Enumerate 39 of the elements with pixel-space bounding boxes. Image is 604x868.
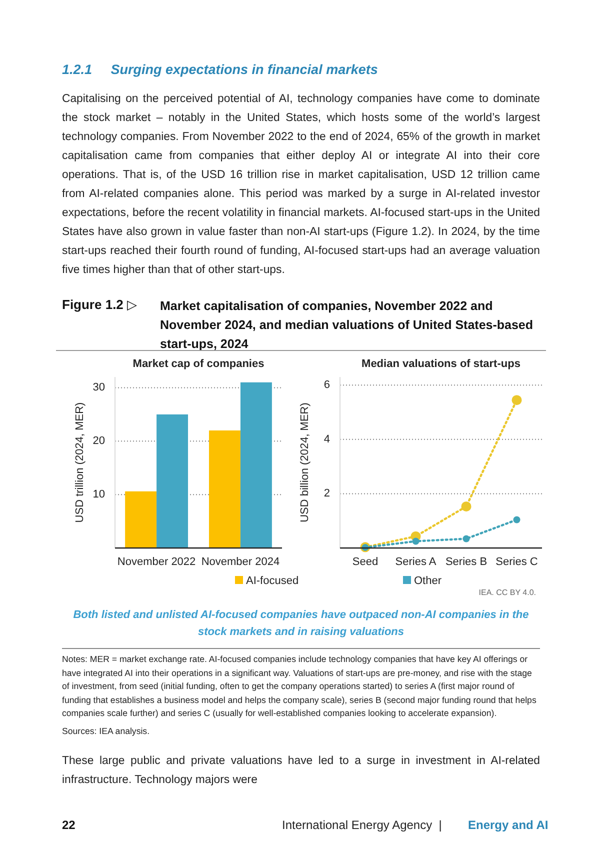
bar	[240, 382, 272, 548]
text: 1.2.1 Surging expectations in financial markets	[62, 62, 379, 77]
bar	[208, 430, 240, 548]
text: Both listed and unlisted AI-focused companies have outpaced non-AI companies in the stock markets and in raising valuations	[72, 608, 530, 640]
x-tick-label: Seed	[352, 556, 378, 568]
point	[462, 535, 470, 542]
y-axis-title: USD billion (2024, MER)	[299, 402, 311, 522]
y-tick-label: 20	[92, 435, 105, 448]
text: 22	[62, 818, 76, 832]
x-tick-label: November 2022	[117, 556, 196, 568]
text: Notes: MER = market exchange rate. AI-focused companies include technology companies that have key AI offerings or have integrated AI into their operations in a significant way. Valuations of start-ups are pre-money, and rise with the stage of investment, from seed (initial funding, often to get the company operations started) to series A (first major round of funding that establishes a business model and helps the company scale), series B (second major funding round that helps companies scale further) and series C (usually for well-established companies looking to accelerate expansion).	[62, 653, 538, 720]
text: These large public and private valuations have led to a surge in investment in AI-related infrastructure. Technology majors were	[62, 754, 540, 788]
y-tick-label: 4	[324, 433, 330, 446]
legend-label: AI-focused	[246, 575, 299, 587]
text: Energy and AI	[468, 818, 548, 832]
text: Capitalising on the perceived potential of AI, technology companies have come to dominate the stock market – notably in the United States, which hosts some of the world’s largest technology companies. From November 2022 to the end of 2024, 65% of the growth in market capitalisation came from companies that either deploy AI or integrate AI into their core operations. That is, of the USD 16 trillion rise in market capitalisation, USD 12 trillion came from AI-related companies alone. This period was marked by a surge in AI-related investor expectations, before the recent volatility in financial markets. AI-focused start-ups in the United States have also grown in value faster than non-AI start-ups (Figure 1.2). In 2024, by the time start-ups reached their fourth round of funding, AI-focused start-ups had an average valuation five times higher than that of other start-ups.	[62, 93, 540, 276]
x-tick-label: Series C	[496, 556, 538, 568]
bar	[125, 491, 157, 548]
text: Market capitalisation of companies, November 2022 and November 2024, and median valuations of United States-based start-ups, 2024	[160, 298, 534, 353]
x-tick-label: November 2024	[201, 556, 280, 568]
point	[513, 516, 520, 524]
text: IEA. CC BY 4.0.	[478, 588, 536, 597]
point	[512, 395, 522, 406]
point	[461, 501, 472, 512]
point	[412, 538, 420, 545]
bar	[156, 414, 188, 548]
source-note: Sources: IEA analysis.	[62, 724, 151, 738]
legend-label: Other	[414, 575, 442, 587]
y-tick-label: 6	[324, 379, 330, 392]
text: International Energy Agency |	[282, 818, 442, 832]
chart-title: Median valuations of start-ups	[362, 358, 520, 370]
y-tick-label: 10	[92, 488, 105, 501]
x-tick-label: Series B	[445, 556, 488, 568]
chart-title: Market cap of companies	[132, 358, 264, 370]
x-tick-label: Series A	[395, 556, 437, 568]
y-tick-label: 30	[92, 382, 105, 394]
y-tick-label: 2	[324, 488, 330, 500]
y-axis-title: USD trillion (2024, MER)	[74, 402, 86, 523]
caption: Figure 1.2 ▷	[62, 297, 138, 313]
